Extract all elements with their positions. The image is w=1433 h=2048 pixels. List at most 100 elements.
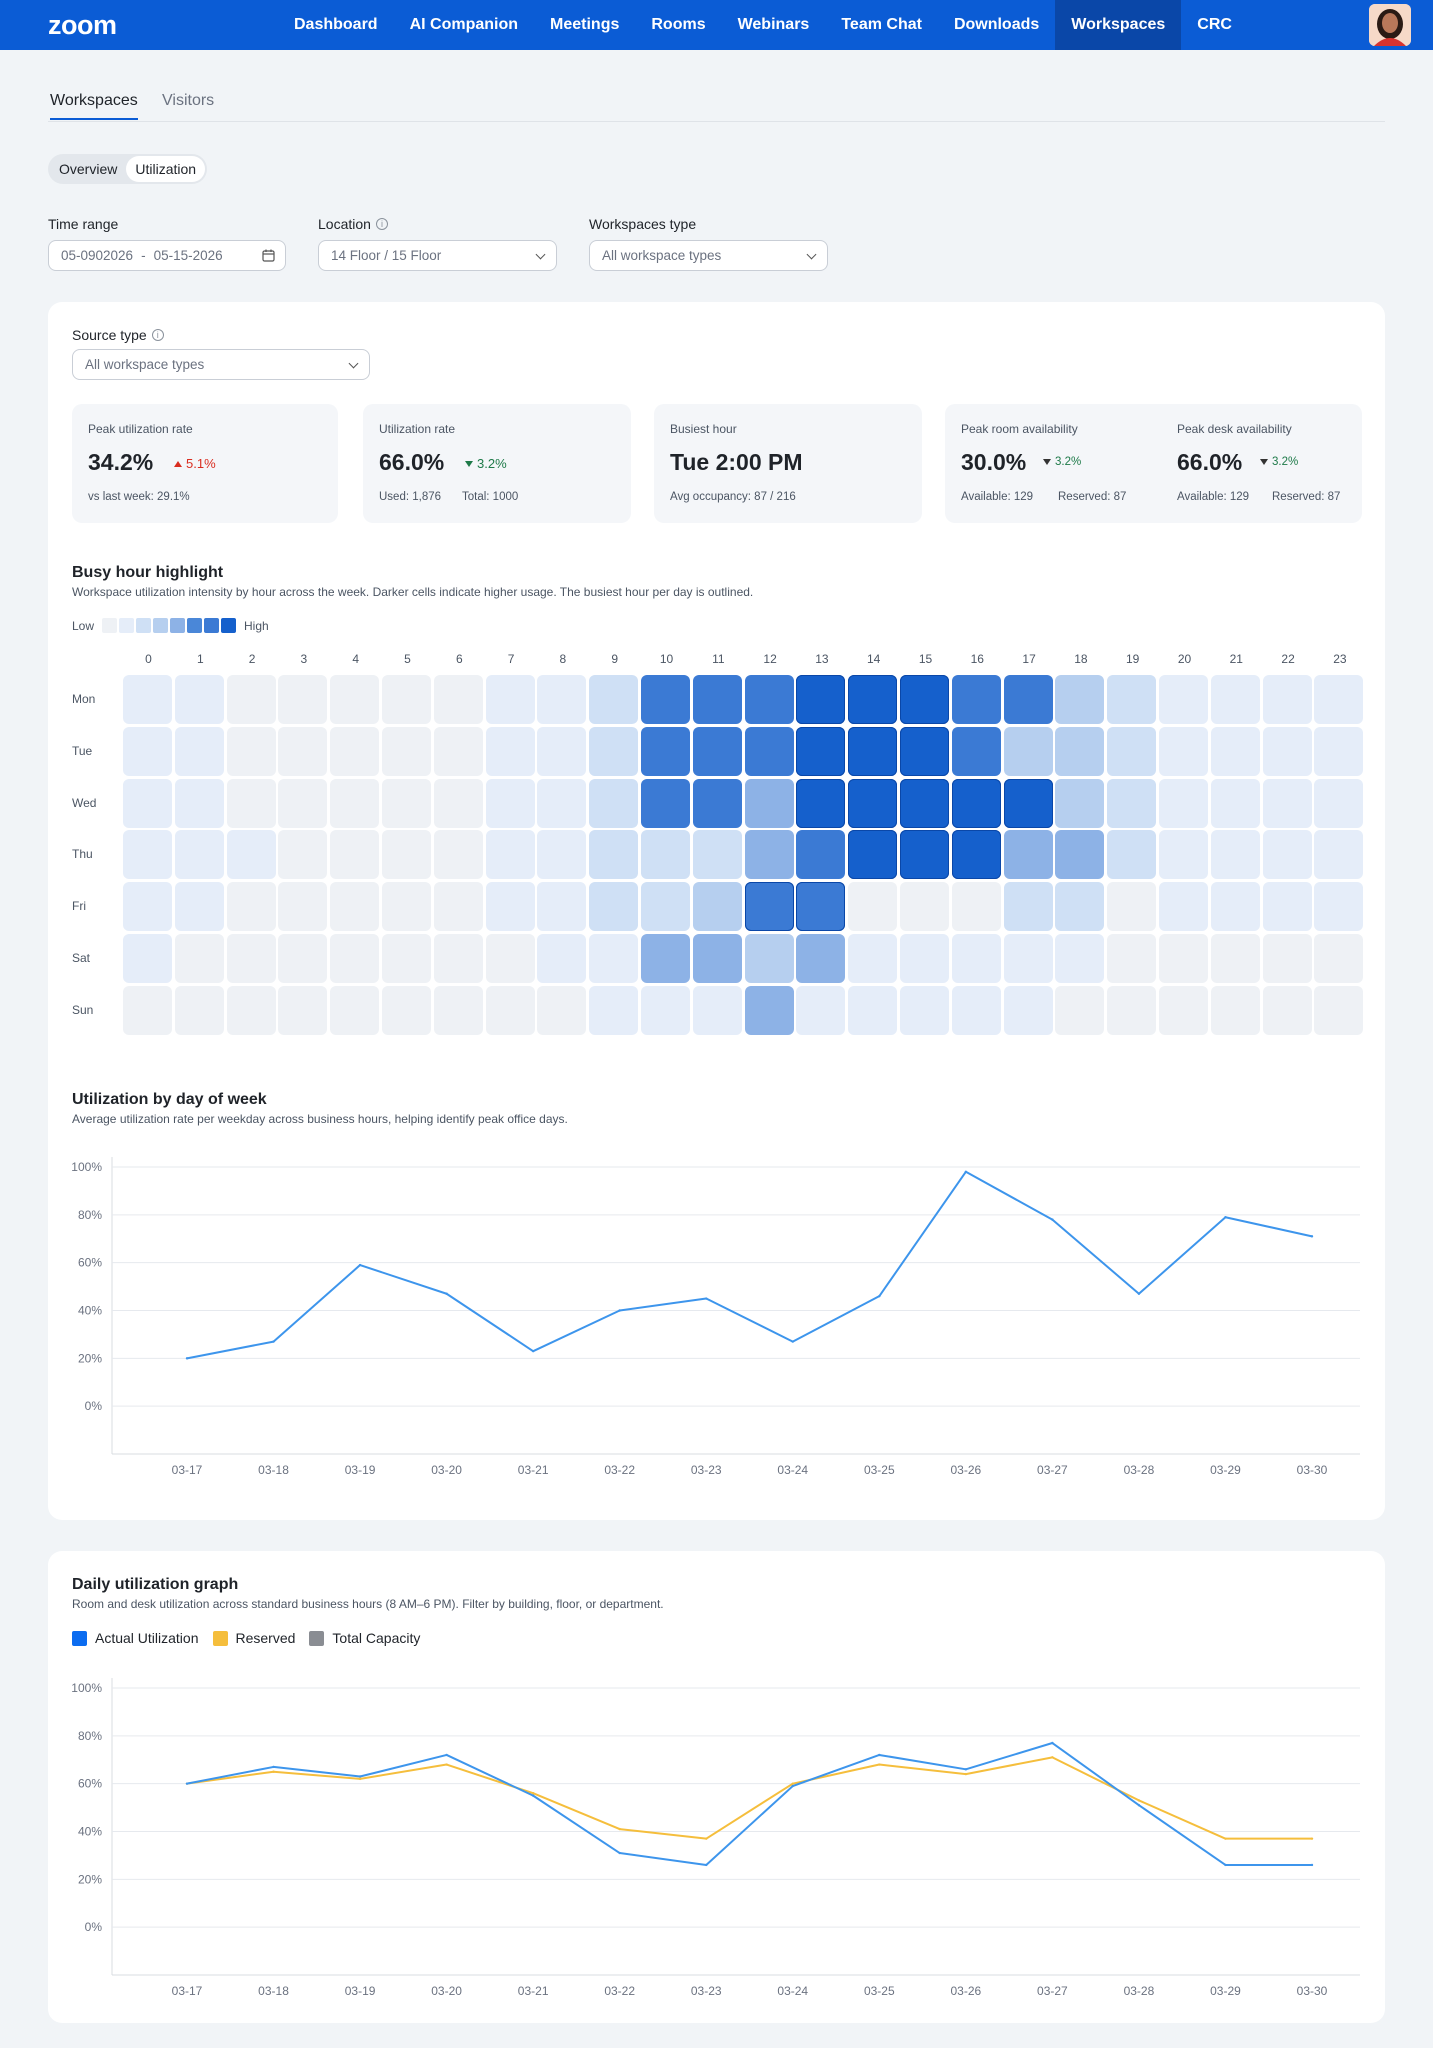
heatmap-cell[interactable] <box>1159 985 1208 1035</box>
heatmap-cell[interactable] <box>485 675 535 724</box>
heatmap-cell[interactable] <box>330 778 380 828</box>
location-select[interactable]: 14 Floor / 15 Floor <box>318 240 557 271</box>
heatmap-cell[interactable] <box>951 934 1001 983</box>
heatmap-cell[interactable] <box>174 675 224 724</box>
heatmap-cell[interactable] <box>174 882 224 932</box>
toggle-overview[interactable]: Overview <box>59 161 118 177</box>
heatmap-cell[interactable] <box>226 726 276 776</box>
heatmap-cell[interactable] <box>589 675 639 724</box>
heatmap-cell[interactable] <box>744 985 794 1035</box>
heatmap-cell[interactable] <box>1262 675 1312 724</box>
heatmap-cell[interactable] <box>1262 830 1312 880</box>
heatmap-cell[interactable] <box>433 778 483 828</box>
heatmap-cell[interactable] <box>537 882 587 932</box>
heatmap-cell[interactable] <box>1159 778 1208 828</box>
heatmap-cell[interactable] <box>589 726 639 776</box>
heatmap-cell[interactable] <box>537 830 587 880</box>
heatmap-cell[interactable] <box>589 778 639 828</box>
heatmap-cell[interactable] <box>641 675 690 724</box>
heatmap-cell[interactable] <box>641 934 690 983</box>
heatmap-cell[interactable] <box>485 934 535 983</box>
nav-item-crc[interactable]: CRC <box>1197 16 1232 33</box>
heatmap-cell[interactable] <box>226 985 276 1035</box>
heatmap-cell[interactable] <box>382 882 431 932</box>
heatmap-cell[interactable] <box>123 726 172 776</box>
heatmap-cell[interactable] <box>951 830 1001 880</box>
nav-item-team-chat[interactable]: Team Chat <box>841 16 922 33</box>
heatmap-cell[interactable] <box>330 726 380 776</box>
legend-total-capacity[interactable]: Total Capacity <box>309 1630 420 1646</box>
heatmap-cell[interactable] <box>900 726 949 776</box>
heatmap-cell[interactable] <box>900 934 949 983</box>
heatmap-cell[interactable] <box>744 778 794 828</box>
heatmap-cell[interactable] <box>744 830 794 880</box>
heatmap-cell[interactable] <box>330 675 380 724</box>
heatmap-cell[interactable] <box>744 675 794 724</box>
heatmap-cell[interactable] <box>123 985 172 1035</box>
heatmap-cell[interactable] <box>1107 675 1157 724</box>
heatmap-cell[interactable] <box>485 830 535 880</box>
heatmap-cell[interactable] <box>123 778 172 828</box>
heatmap-cell[interactable] <box>1107 985 1157 1035</box>
tab-visitors[interactable]: Visitors <box>162 92 215 109</box>
heatmap-cell[interactable] <box>1210 934 1260 983</box>
heatmap-cell[interactable] <box>278 934 328 983</box>
heatmap-cell[interactable] <box>537 675 587 724</box>
heatmap-cell[interactable] <box>641 726 690 776</box>
heatmap-cell[interactable] <box>537 934 587 983</box>
heatmap-cell[interactable] <box>744 934 794 983</box>
heatmap-cell[interactable] <box>174 934 224 983</box>
nav-item-workspaces[interactable]: Workspaces <box>1055 0 1182 50</box>
heatmap-cell[interactable] <box>485 882 535 932</box>
heatmap-cell[interactable] <box>641 778 690 828</box>
heatmap-cell[interactable] <box>1055 675 1105 724</box>
heatmap-cell[interactable] <box>382 726 431 776</box>
heatmap-cell[interactable] <box>1159 675 1208 724</box>
heatmap-cell[interactable] <box>796 778 846 828</box>
heatmap-cell[interactable] <box>1107 726 1157 776</box>
heatmap-cell[interactable] <box>1055 830 1105 880</box>
avatar[interactable] <box>1369 4 1411 46</box>
heatmap-cell[interactable] <box>1262 726 1312 776</box>
heatmap-cell[interactable] <box>951 778 1001 828</box>
heatmap-cell[interactable] <box>1159 830 1208 880</box>
heatmap-cell[interactable] <box>1055 778 1105 828</box>
heatmap-cell[interactable] <box>226 882 276 932</box>
heatmap-cell[interactable] <box>537 985 587 1035</box>
heatmap-cell[interactable] <box>641 882 690 932</box>
heatmap-cell[interactable] <box>641 830 690 880</box>
heatmap-cell[interactable] <box>537 778 587 828</box>
heatmap-cell[interactable] <box>692 830 742 880</box>
heatmap-cell[interactable] <box>1107 934 1157 983</box>
heatmap-cell[interactable] <box>1314 985 1364 1035</box>
heatmap-cell[interactable] <box>796 934 846 983</box>
heatmap-cell[interactable] <box>433 830 483 880</box>
heatmap-cell[interactable] <box>692 934 742 983</box>
heatmap-cell[interactable] <box>537 726 587 776</box>
heatmap-cell[interactable] <box>692 882 742 932</box>
heatmap-cell[interactable] <box>848 778 898 828</box>
heatmap-cell[interactable] <box>382 985 431 1035</box>
heatmap-cell[interactable] <box>1055 985 1105 1035</box>
nav-item-rooms[interactable]: Rooms <box>651 16 706 33</box>
heatmap-cell[interactable] <box>278 675 328 724</box>
heatmap-cell[interactable] <box>1003 830 1053 880</box>
heatmap-cell[interactable] <box>1210 830 1260 880</box>
heatmap-cell[interactable] <box>330 934 380 983</box>
heatmap-cell[interactable] <box>589 934 639 983</box>
heatmap-cell[interactable] <box>589 830 639 880</box>
heatmap-cell[interactable] <box>123 675 172 724</box>
heatmap-cell[interactable] <box>330 882 380 932</box>
heatmap-cell[interactable] <box>123 934 172 983</box>
heatmap-cell[interactable] <box>951 675 1001 724</box>
heatmap-cell[interactable] <box>900 985 949 1035</box>
heatmap-cell[interactable] <box>1107 830 1157 880</box>
heatmap-cell[interactable] <box>226 830 276 880</box>
nav-item-meetings[interactable]: Meetings <box>550 16 620 33</box>
heatmap-cell[interactable] <box>433 726 483 776</box>
heatmap-cell[interactable] <box>1314 726 1364 776</box>
heatmap-cell[interactable] <box>278 830 328 880</box>
heatmap-cell[interactable] <box>692 985 742 1035</box>
heatmap-cell[interactable] <box>382 830 431 880</box>
heatmap-cell[interactable] <box>848 934 898 983</box>
